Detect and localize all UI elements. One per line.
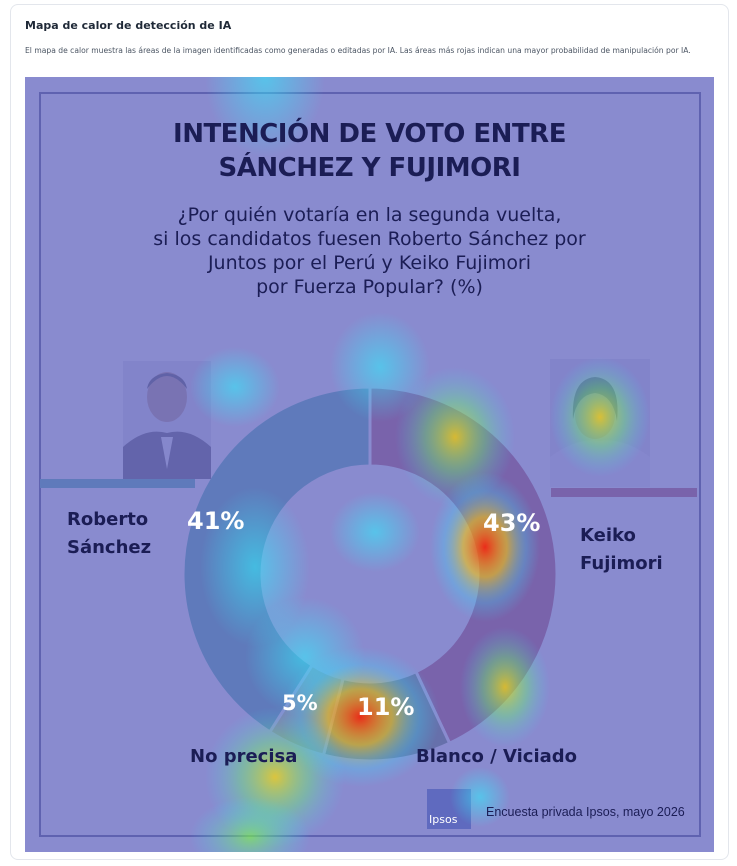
- heatmap-image: INTENCIÓN DE VOTO ENTRE SÁNCHEZ Y FUJIMO…: [25, 77, 714, 852]
- panel-description: El mapa de calor muestra las áreas de la…: [25, 46, 691, 55]
- infographic: [25, 77, 714, 852]
- panel-title: Mapa de calor de detección de IA: [25, 19, 232, 32]
